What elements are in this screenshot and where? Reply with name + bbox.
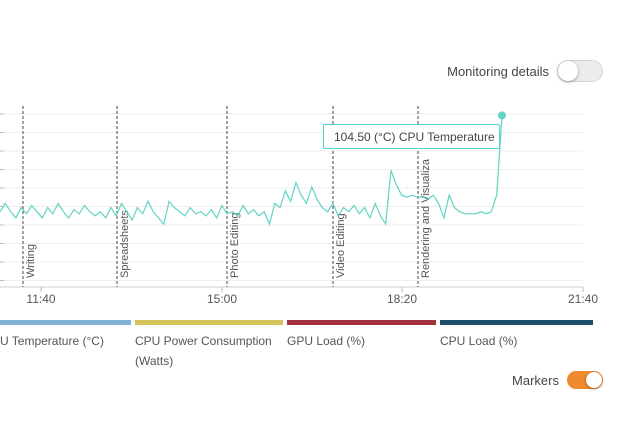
tooltip-text: 104.50 (°C) CPU Temperature (334, 129, 495, 144)
event-marker-label: Photo Editing (229, 213, 241, 278)
toggle-knob (558, 61, 578, 81)
legend-color-bar (135, 320, 283, 325)
legend-color-bar (440, 320, 593, 325)
legend-item[interactable]: GPU Load (%) (287, 320, 436, 351)
x-tick-label: 11:40 (26, 292, 55, 306)
legend-item[interactable]: CPU Power Consumption (Watts) (135, 320, 283, 371)
data-tooltip: 104.50 (°C) CPU Temperature (323, 124, 500, 149)
markers-row: Markers (512, 371, 603, 389)
legend-color-bar (0, 320, 131, 325)
x-tick-label: 15:00 (207, 292, 237, 306)
monitoring-details-toggle[interactable] (557, 60, 603, 82)
legend-label: CPU Load (%) (440, 334, 518, 348)
legend-label: GPU Load (%) (287, 334, 366, 348)
legend-item[interactable]: U Temperature (°C) (0, 320, 131, 351)
x-tick-label: 18:20 (387, 292, 417, 306)
monitoring-details-row: Monitoring details (447, 60, 603, 82)
x-tick-label: 21:40 (568, 292, 598, 306)
toggle-knob (586, 372, 602, 388)
event-marker-label: Spreadsheets (119, 210, 131, 278)
cpu-temperature-line (0, 115, 503, 226)
markers-label: Markers (512, 372, 559, 388)
legend-item[interactable]: CPU Load (%) (440, 320, 593, 351)
event-marker-label: Rendering and Visualiza (420, 158, 432, 278)
event-marker-label: Writing (25, 244, 37, 278)
legend-label: U Temperature (°C) (0, 334, 104, 348)
highlight-point (498, 111, 506, 120)
legend-color-bar (287, 320, 436, 325)
markers-toggle[interactable] (567, 371, 603, 389)
event-marker-label: Video Editing (335, 213, 347, 278)
legend-label: CPU Power Consumption (Watts) (135, 334, 272, 368)
monitoring-details-label: Monitoring details (447, 63, 549, 79)
